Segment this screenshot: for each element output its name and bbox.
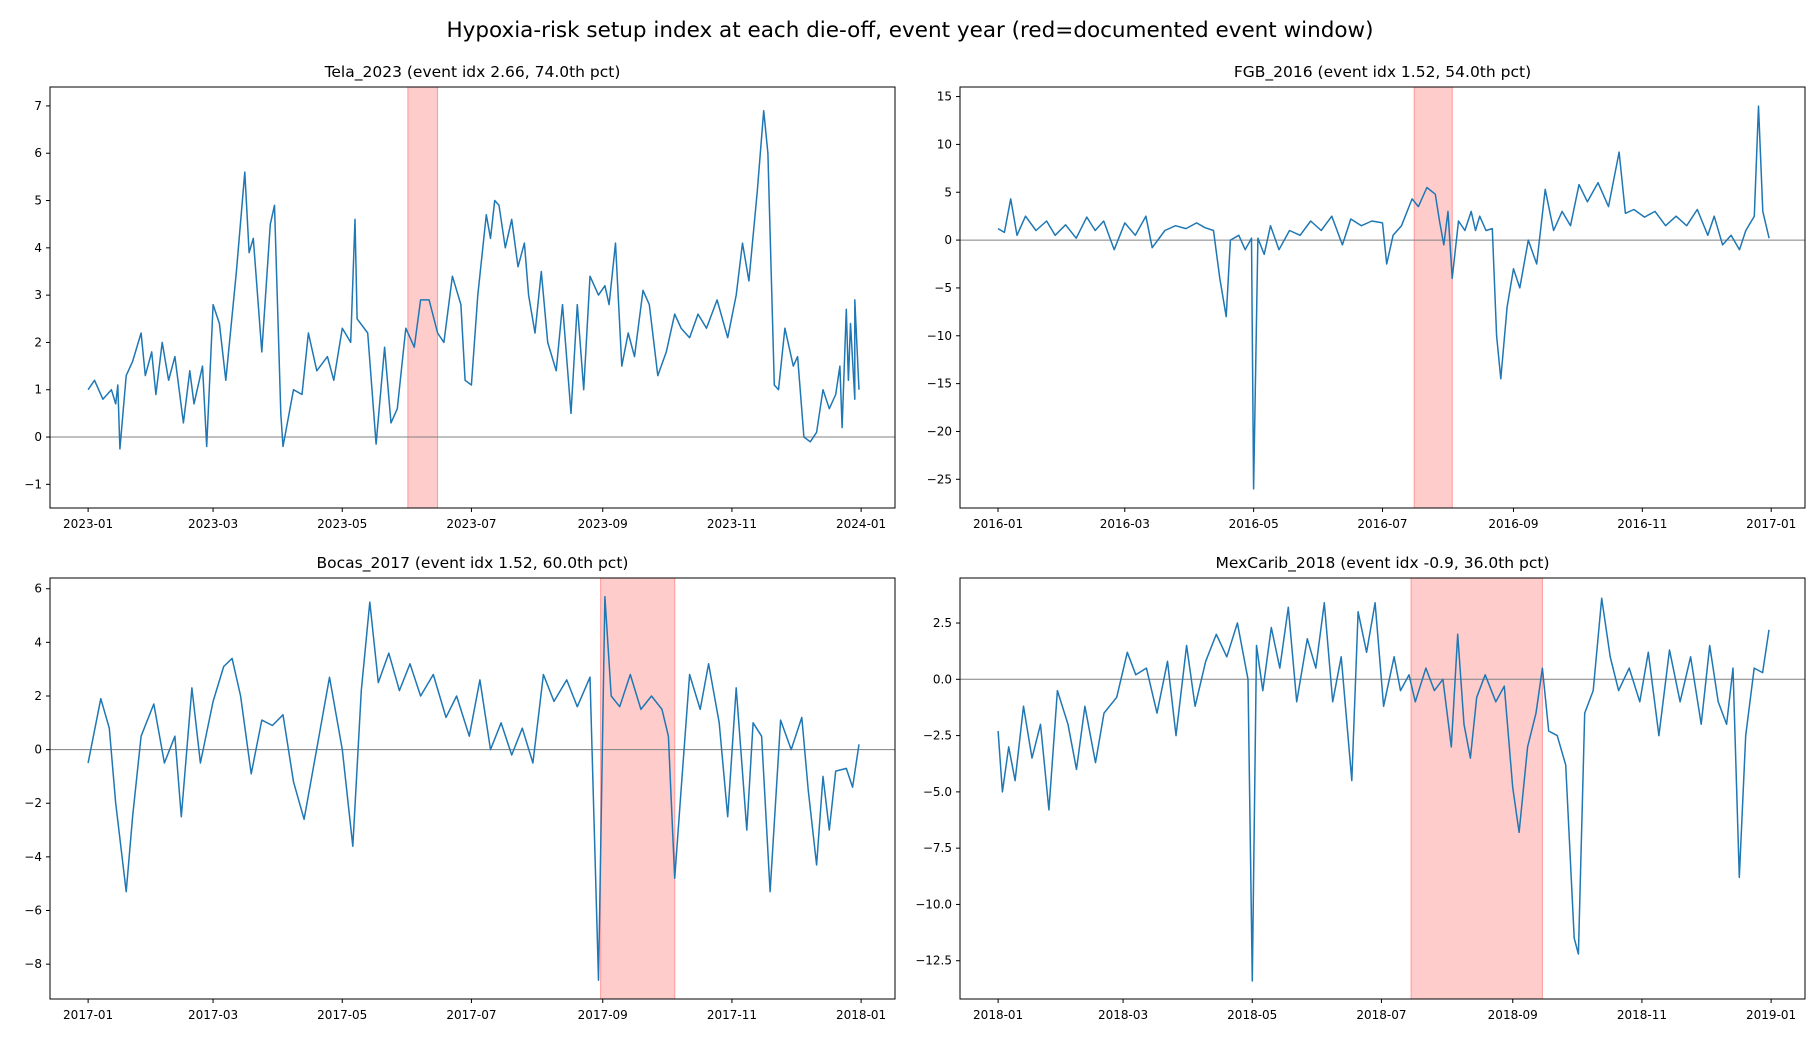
y-tick-label: 2.5 — [933, 616, 952, 630]
axes-frame — [49, 577, 896, 1000]
x-tick-label: 2023-07 — [446, 517, 496, 531]
subplot-title: Bocas_2017 (event idx 1.52, 60.0th pct) — [317, 554, 629, 573]
y-tick-label: −5.0 — [923, 785, 952, 799]
event-window-band — [407, 86, 439, 509]
x-tick-label: 2016-01 — [973, 517, 1023, 531]
y-tick-label: −2.5 — [923, 729, 952, 743]
y-tick-label: 0 — [34, 430, 42, 444]
y-tick-label: −10 — [927, 329, 952, 343]
x-tick-label: 2018-11 — [1617, 1008, 1667, 1022]
y-tick-label: 10 — [937, 137, 952, 151]
x-tick-label: 2019-01 — [1746, 1008, 1796, 1022]
subplot-title: FGB_2016 (event idx 1.52, 54.0th pct) — [1234, 63, 1531, 82]
x-tick-label: 2023-03 — [188, 517, 238, 531]
subplot-3: −8 −6 −4 −2 0 2 4 6 2017-01 2017-03 2017-05 2017-07… — [24, 554, 896, 1022]
x-tick-label: 2017-09 — [578, 1008, 628, 1022]
series-line — [87, 596, 860, 981]
y-tick-label: 7 — [34, 99, 42, 113]
y-tick-label: 1 — [34, 383, 42, 397]
x-tick-label: 2016-07 — [1357, 517, 1407, 531]
y-tick-label: 5 — [34, 194, 42, 208]
x-tick-label: 2017-11 — [707, 1008, 757, 1022]
subplot-4: −12.5 −10.0 −7.5 −5.0 −2.5 0.0 2.5 2018-01 2018-… — [915, 554, 1806, 1022]
x-tick-label: 2016-11 — [1617, 517, 1667, 531]
subplot-2: −25 −20 −15 −10 −5 0 5 10 15 2016-01 2016-03 2016-0… — [927, 63, 1806, 531]
y-tick-label: −5 — [934, 281, 952, 295]
y-tick-label: 4 — [34, 635, 42, 649]
axes-frame — [959, 86, 1806, 509]
event-window-band — [1413, 86, 1453, 509]
y-tick-label: −8 — [24, 957, 42, 971]
x-tick-label: 2018-03 — [1098, 1008, 1148, 1022]
y-tick-label: −4 — [24, 850, 42, 864]
x-tick-label: 2016-09 — [1488, 517, 1538, 531]
x-tick-label: 2018-09 — [1488, 1008, 1538, 1022]
y-tick-label: 5 — [944, 185, 952, 199]
y-tick-label: 2 — [34, 689, 42, 703]
series-line — [87, 109, 860, 450]
y-tick-label: 2 — [34, 335, 42, 349]
x-tick-label: 2023-05 — [317, 517, 367, 531]
subplot-title: Tela_2023 (event idx 2.66, 74.0th pct) — [324, 63, 621, 82]
x-tick-label: 2016-03 — [1100, 517, 1150, 531]
x-tick-label: 2018-01 — [973, 1008, 1023, 1022]
y-tick-label: 4 — [34, 241, 42, 255]
x-tick-label: 2017-03 — [188, 1008, 238, 1022]
x-tick-label: 2016-05 — [1229, 517, 1279, 531]
y-tick-label: −1 — [24, 477, 42, 491]
y-tick-label: 6 — [34, 146, 42, 160]
x-tick-label: 2017-01 — [1746, 517, 1796, 531]
y-tick-label: 15 — [937, 90, 952, 104]
x-tick-label: 2023-01 — [63, 517, 113, 531]
y-tick-label: 0.0 — [933, 672, 952, 686]
y-tick-label: 3 — [34, 288, 42, 302]
y-tick-label: −2 — [24, 796, 42, 810]
y-tick-label: −7.5 — [923, 841, 952, 855]
subplot-title: MexCarib_2018 (event idx -0.9, 36.0th pc… — [1215, 554, 1549, 573]
x-tick-label: 2018-01 — [836, 1008, 886, 1022]
y-tick-label: −15 — [927, 377, 952, 391]
axes-frame — [49, 86, 896, 509]
x-tick-label: 2017-05 — [317, 1008, 367, 1022]
x-tick-label: 2018-05 — [1227, 1008, 1277, 1022]
y-tick-label: −20 — [927, 424, 952, 438]
series-line — [997, 597, 1770, 982]
x-tick-label: 2017-07 — [446, 1008, 496, 1022]
y-tick-label: −10.0 — [915, 897, 952, 911]
x-tick-label: 2023-09 — [578, 517, 628, 531]
x-tick-label: 2018-07 — [1356, 1008, 1406, 1022]
event-window-band — [600, 577, 676, 1000]
subplot-1: −1 0 1 2 3 4 5 6 7 2023-01 2023-03 2023-05 2023-07 20… — [24, 63, 896, 531]
x-tick-label: 2017-01 — [63, 1008, 113, 1022]
y-tick-label: 6 — [34, 582, 42, 596]
y-tick-label: −12.5 — [915, 954, 952, 968]
y-tick-label: 0 — [34, 743, 42, 757]
y-tick-label: −25 — [927, 472, 952, 486]
series-line — [997, 105, 1770, 490]
y-tick-label: 0 — [944, 233, 952, 247]
figure-suptitle: Hypoxia-risk setup index at each die-off… — [446, 18, 1373, 43]
x-tick-label: 2024-01 — [836, 517, 886, 531]
event-window-band — [1410, 577, 1543, 1000]
x-tick-label: 2023-11 — [707, 517, 757, 531]
axes-frame — [959, 577, 1806, 1000]
y-tick-label: −6 — [24, 904, 42, 918]
